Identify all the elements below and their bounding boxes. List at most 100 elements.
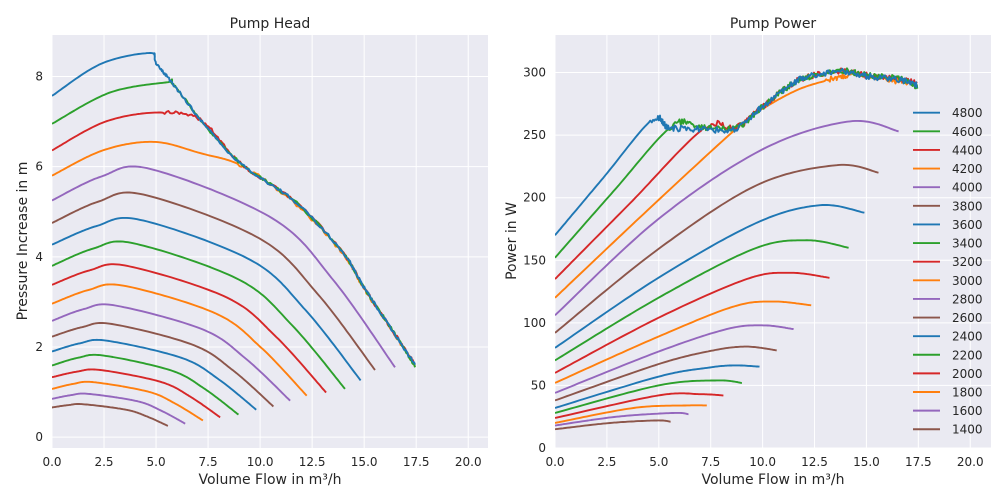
legend-label: 3000	[952, 274, 983, 288]
y-tick-label: 2	[35, 340, 43, 354]
y-axis-label: Pressure Increase in m	[15, 162, 31, 321]
x-tick-label: 2.5	[94, 455, 113, 469]
x-tick-label: 20.0	[957, 455, 984, 469]
series-line-4800	[555, 67, 918, 236]
series-line-head-12	[52, 338, 257, 411]
legend-item-4600: 4600	[913, 125, 983, 139]
chart-title: Pump Power	[730, 16, 817, 32]
x-tick-label: 10.0	[749, 455, 776, 469]
legend-item-2000: 2000	[913, 367, 983, 381]
legend-item-3000: 3000	[913, 274, 983, 288]
grid	[554, 35, 991, 449]
series-line-head-0	[52, 52, 416, 366]
y-tick-label: 150	[523, 253, 546, 267]
y-tick-label: 250	[523, 128, 546, 142]
x-tick-label: 17.5	[905, 455, 932, 469]
x-tick-label: 0.0	[42, 455, 61, 469]
legend-label: 2800	[952, 292, 983, 306]
y-tick-label: 4	[35, 250, 43, 264]
series-line-3000	[555, 300, 812, 384]
legend-label: 3600	[952, 218, 983, 232]
legend-item-4800: 4800	[913, 106, 983, 120]
x-tick-label: 10.0	[247, 455, 274, 469]
x-tick-label: 20.0	[455, 455, 482, 469]
series-line-head-15	[52, 380, 204, 422]
legend-label: 1800	[952, 386, 983, 400]
legend: 4800 4600 4400 4200 4000 3800 3600 3400 3200 3000…	[913, 106, 983, 437]
chart-title: Pump Head	[230, 16, 311, 32]
y-tick-label: 300	[523, 66, 546, 80]
legend-item-1800: 1800	[913, 386, 983, 400]
series-line-3400	[555, 239, 849, 362]
legend-item-4200: 4200	[913, 162, 983, 176]
series-line-2600	[555, 345, 778, 402]
legend-item-4000: 4000	[913, 181, 983, 195]
x-axis-label: Volume Flow in m³/h	[702, 472, 845, 488]
x-tick-label: 5.0	[147, 455, 166, 469]
series-line-head-11	[52, 322, 275, 408]
legend-label: 4200	[952, 162, 983, 176]
legend-label: 4400	[952, 143, 983, 157]
x-tick-label: 17.5	[403, 455, 430, 469]
y-tick-label: 6	[35, 160, 43, 174]
series-line-head-8	[52, 263, 327, 394]
y-tick-label: 0	[35, 430, 43, 444]
series-line-head-16	[52, 392, 186, 425]
legend-item-4400: 4400	[913, 143, 983, 157]
pump-power-chart: Pump Power Volume Flow in m³/h Power in …	[504, 16, 991, 488]
series-line-head-5	[52, 191, 376, 371]
legend-item-2800: 2800	[913, 292, 983, 306]
legend-label: 4800	[952, 106, 983, 120]
series-line-head-10	[52, 303, 291, 402]
series-lines	[52, 52, 416, 427]
series-line-head-6	[52, 216, 362, 381]
legend-item-3400: 3400	[913, 237, 983, 251]
grid	[51, 35, 488, 448]
legend-label: 2000	[952, 367, 983, 381]
series-line-head-9	[52, 283, 308, 397]
series-line-head-7	[52, 240, 346, 390]
legend-label: 2200	[952, 348, 983, 362]
x-tick-label: 12.5	[801, 455, 828, 469]
x-tick-label: 2.5	[597, 455, 616, 469]
series-line-3200	[555, 271, 830, 374]
x-tick-label: 15.0	[351, 455, 378, 469]
y-tick-label: 50	[531, 378, 546, 392]
series-line-1800	[555, 404, 708, 424]
series-line-1600	[555, 411, 690, 427]
legend-label: 2600	[952, 311, 983, 325]
x-tick-label: 5.0	[649, 455, 668, 469]
series-line-2000	[555, 392, 724, 419]
y-tick-label: 200	[523, 191, 546, 205]
legend-item-2200: 2200	[913, 348, 983, 362]
series-line-1400	[555, 419, 672, 431]
series-line-2800	[555, 324, 794, 394]
legend-item-3600: 3600	[913, 218, 983, 232]
y-tick-label: 100	[523, 316, 546, 330]
legend-item-1600: 1600	[913, 404, 983, 418]
legend-label: 1600	[952, 404, 983, 418]
legend-label: 3400	[952, 237, 983, 251]
legend-label: 2400	[952, 330, 983, 344]
series-line-2200	[555, 379, 743, 414]
y-tick-label: 8	[35, 69, 43, 83]
x-tick-label: 0.0	[545, 455, 564, 469]
y-tick-label: 0	[538, 441, 546, 455]
legend-item-3200: 3200	[913, 255, 983, 269]
x-tick-label: 12.5	[299, 455, 326, 469]
legend-label: 4600	[952, 125, 983, 139]
legend-item-3800: 3800	[913, 199, 983, 213]
series-line-4000	[555, 119, 899, 316]
series-line-3800	[555, 163, 879, 334]
pump-head-chart: Pump Head Volume Flow in m³/h Pressure I…	[15, 16, 488, 488]
legend-label: 3200	[952, 255, 983, 269]
legend-item-1400: 1400	[913, 423, 983, 437]
x-tick-label: 7.5	[199, 455, 218, 469]
series-line-head-13	[52, 353, 240, 416]
series-line-head-4	[52, 165, 396, 368]
legend-label: 1400	[952, 423, 983, 437]
legend-label: 3800	[952, 199, 983, 213]
series-line-3600	[555, 204, 865, 349]
series-lines	[555, 67, 919, 431]
